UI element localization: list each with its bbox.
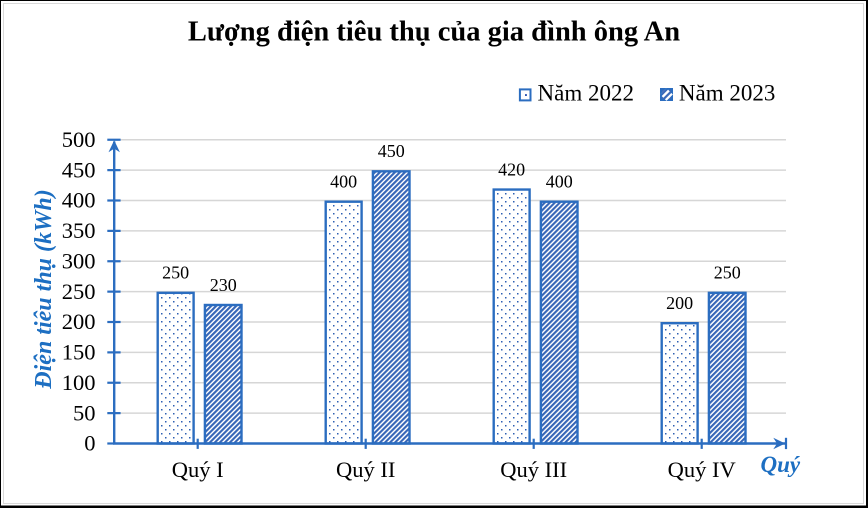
svg-text:150: 150 xyxy=(62,340,96,365)
svg-text:200: 200 xyxy=(666,293,693,313)
svg-text:Quý II: Quý II xyxy=(336,457,395,482)
svg-text:250: 250 xyxy=(162,263,189,283)
svg-text:Năm 2023: Năm 2023 xyxy=(679,81,775,106)
svg-text:0: 0 xyxy=(84,431,95,456)
svg-text:100: 100 xyxy=(62,370,96,395)
svg-text:500: 500 xyxy=(62,127,96,152)
svg-text:300: 300 xyxy=(62,248,96,273)
svg-text:Quý III: Quý III xyxy=(500,457,567,482)
svg-text:Điện tiêu thụ (kWh): Điện tiêu thụ (kWh) xyxy=(31,189,57,389)
svg-text:400: 400 xyxy=(546,172,573,192)
svg-text:400: 400 xyxy=(62,188,96,213)
svg-text:250: 250 xyxy=(62,279,96,304)
svg-text:450: 450 xyxy=(378,141,405,161)
svg-text:230: 230 xyxy=(210,275,237,295)
svg-text:Quý I: Quý I xyxy=(172,457,224,482)
svg-text:450: 450 xyxy=(62,157,96,182)
svg-text:200: 200 xyxy=(62,309,96,334)
svg-text:50: 50 xyxy=(73,400,96,425)
svg-text:Quý: Quý xyxy=(761,452,801,477)
svg-text:250: 250 xyxy=(714,263,741,283)
svg-text:Năm 2022: Năm 2022 xyxy=(538,81,634,106)
svg-text:Lượng điện tiêu thụ của gia đì: Lượng điện tiêu thụ của gia đình ông An xyxy=(188,17,680,48)
svg-text:420: 420 xyxy=(498,159,525,179)
svg-text:350: 350 xyxy=(62,218,96,243)
svg-text:Quý IV: Quý IV xyxy=(668,457,736,482)
svg-text:400: 400 xyxy=(330,172,357,192)
